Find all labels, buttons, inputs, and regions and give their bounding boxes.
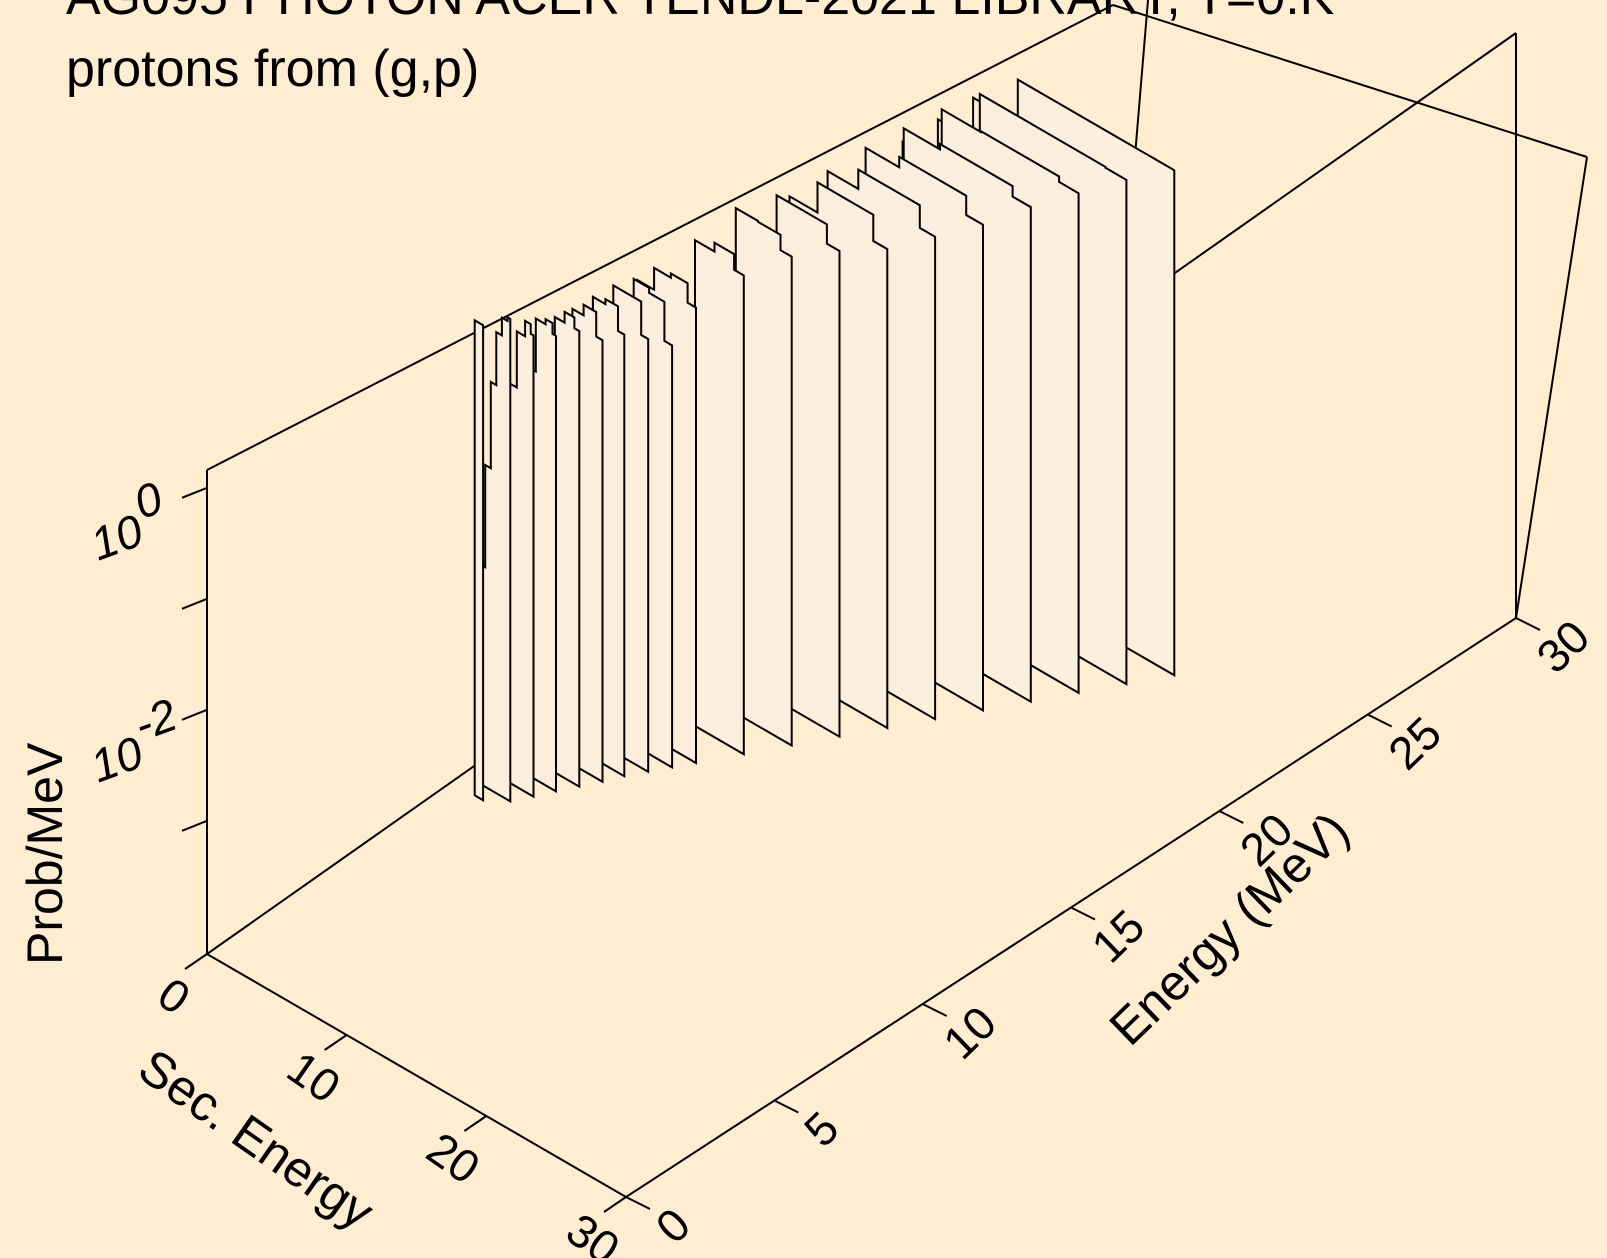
y-tick-1 <box>773 1099 799 1114</box>
x-tick-label-3: 30 <box>557 1203 629 1258</box>
z-tick-0 <box>181 486 208 499</box>
y-tick-0 <box>625 1196 651 1210</box>
z-axis-label: Prob/MeV <box>17 742 73 965</box>
chart-subtitle: protons from (g,p) <box>66 40 479 98</box>
chart-title: AG095 PHOTON ACER TENDL-2021 LIBRARY, T=… <box>66 0 1335 26</box>
y-tick-2 <box>922 1003 948 1017</box>
spectrum-18 <box>475 315 512 804</box>
z-tick-2 <box>181 708 208 721</box>
x-tick-label-1: 10 <box>278 1041 350 1113</box>
right-vertical-edge <box>1515 156 1588 619</box>
z-tick-1 <box>181 597 208 610</box>
z-tick-label-0: 100 <box>84 471 170 570</box>
right-top-edge <box>1112 4 1588 158</box>
y-tick-label-2: 10 <box>933 996 1006 1069</box>
y-tick-label-1: 5 <box>794 1101 849 1156</box>
y-tick-label-6: 30 <box>1526 610 1599 683</box>
y-tick-5 <box>1367 713 1393 728</box>
y-tick-3 <box>1070 906 1096 921</box>
x-axis-line <box>206 953 627 1198</box>
x-tick-0 <box>184 953 208 970</box>
y-tick-4 <box>1218 810 1244 824</box>
z-tick-label-1: 10-2 <box>84 688 184 792</box>
x-tick-label-0: 0 <box>149 967 200 1024</box>
z-tick-3 <box>181 819 208 832</box>
x-tick-3 <box>603 1196 627 1213</box>
y-tick-6 <box>1515 617 1541 631</box>
y-tick-label-3: 15 <box>1081 900 1154 973</box>
x-tick-2 <box>463 1115 487 1132</box>
spectra-group <box>473 77 1176 804</box>
y-tick-label-5: 25 <box>1378 707 1451 780</box>
x-tick-1 <box>324 1034 348 1051</box>
y-tick-label-0: 0 <box>646 1198 701 1253</box>
back-top-edge <box>206 4 1114 471</box>
x-tick-label-2: 20 <box>418 1122 490 1194</box>
spectrum-19 <box>473 318 485 802</box>
